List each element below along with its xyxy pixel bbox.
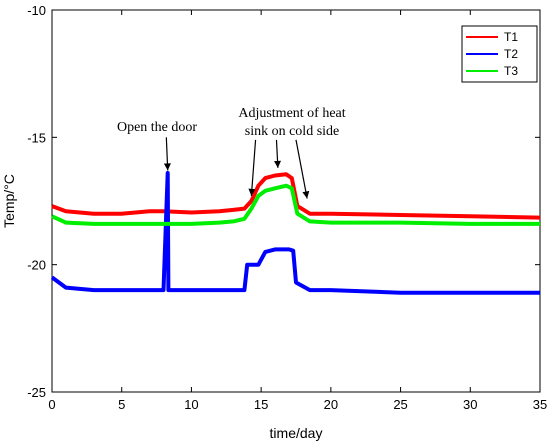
x-tick-label: 35	[533, 397, 547, 412]
annotation-heat-sink-line2: sink on cold side	[245, 124, 340, 139]
ticks-layer: 0 5 10 15 20 25 30 35 -10 -15 -20 -25	[27, 3, 547, 412]
x-tick-label: 20	[324, 397, 338, 412]
x-tick-label: 25	[393, 397, 407, 412]
x-tick-label: 10	[184, 397, 198, 412]
arrow-open-door-head	[163, 163, 171, 171]
arrow-heat-sink-3-head	[302, 190, 310, 199]
arrow-heat-sink-1-head	[248, 188, 256, 196]
x-axis-label: time/day	[270, 425, 323, 441]
x-tick-label: 5	[118, 397, 125, 412]
arrow-heat-sink-3-shaft	[295, 139, 308, 199]
legend: T1 T2 T3	[461, 25, 538, 83]
x-tick-label: 30	[463, 397, 477, 412]
legend-label-t1: T1	[504, 30, 518, 44]
arrow-heat-sink-2-head	[274, 160, 282, 168]
annotation-open-door: Open the door	[117, 120, 197, 135]
series-line-t1	[51, 172, 541, 220]
y-tick-label: -20	[27, 258, 46, 273]
series-line-t3	[51, 183, 540, 226]
x-tick-label: 0	[48, 397, 55, 412]
legend-label-t3: T3	[504, 64, 518, 78]
y-tick-label: -15	[27, 130, 46, 145]
annotations: Open the door Adjustment of heat sink on…	[117, 106, 346, 199]
annotation-arrows	[163, 137, 310, 199]
y-axis-label: Temp/°C	[1, 174, 17, 228]
annotation-heat-sink-line1: Adjustment of heat	[238, 106, 345, 121]
y-tick-label: -10	[27, 3, 46, 18]
x-tick-label: 15	[254, 397, 268, 412]
series-layer	[50, 171, 541, 295]
series-line-t2	[50, 171, 540, 295]
y-tick-label: -25	[27, 385, 46, 400]
arrow-heat-sink-1-shaft	[250, 139, 257, 196]
legend-label-t2: T2	[504, 47, 518, 61]
